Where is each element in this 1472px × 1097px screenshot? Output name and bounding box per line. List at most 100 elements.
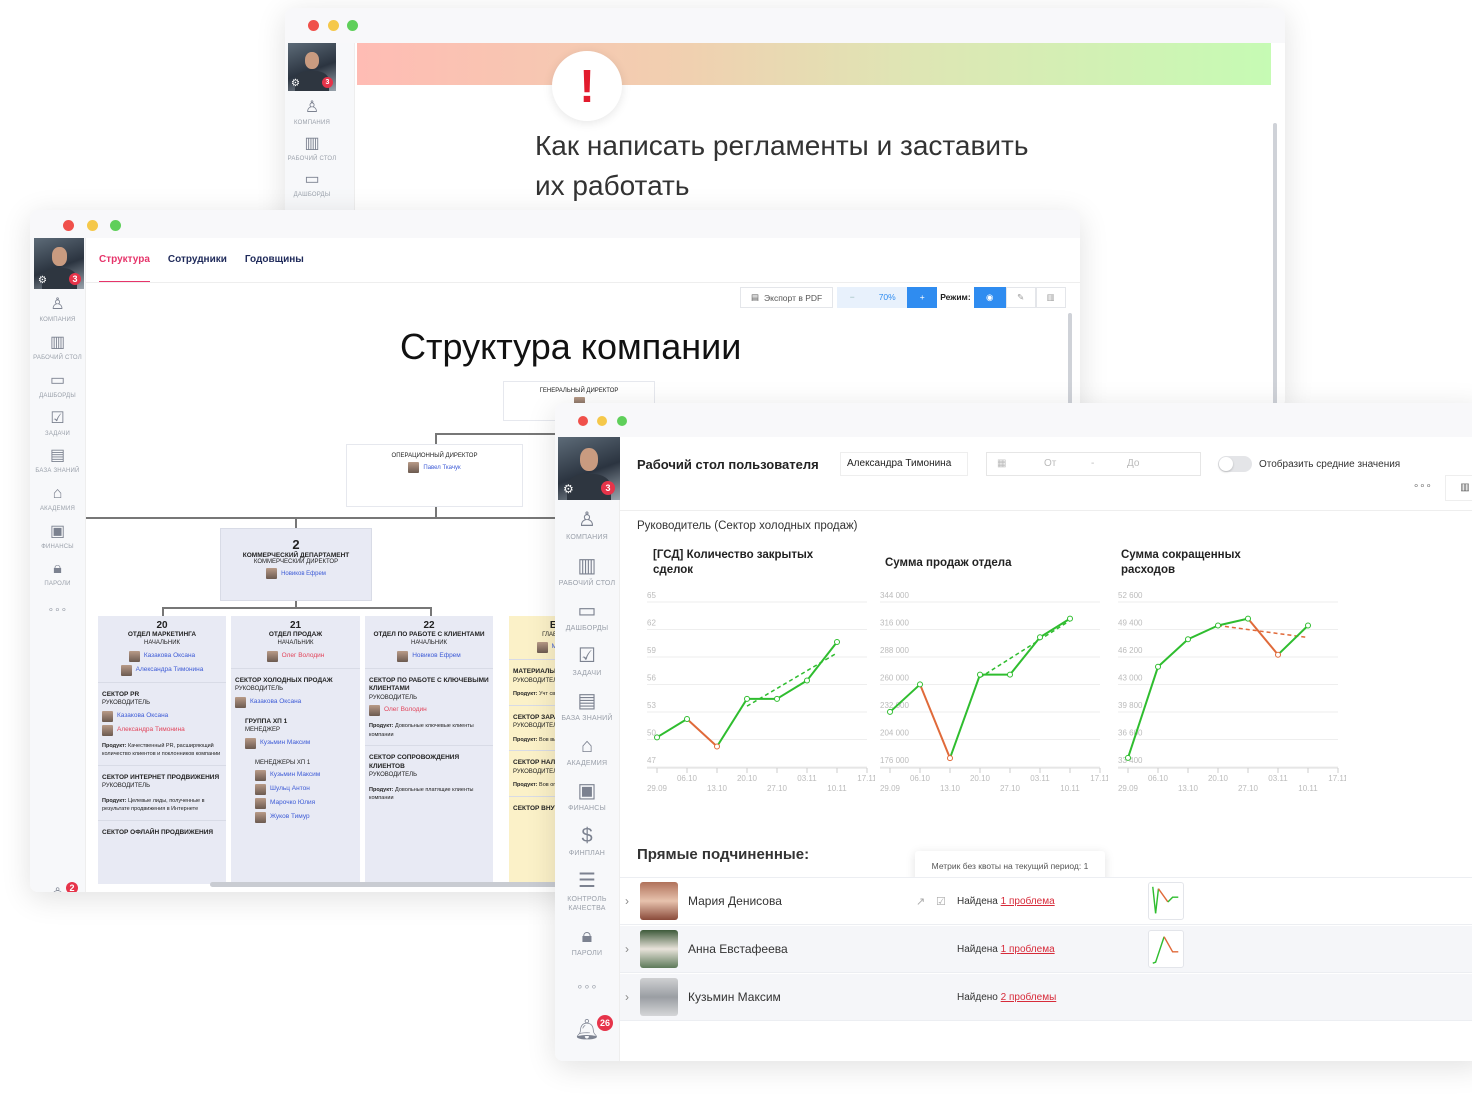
chart-view-button[interactable]: ▥ xyxy=(1445,475,1472,501)
sidebar-item-academy[interactable]: ⌂ АКАДЕМИЯ xyxy=(30,485,85,512)
x-tick-label: 27.10 xyxy=(1238,784,1259,793)
x-tick-label: 27.10 xyxy=(767,784,788,793)
sparkline[interactable] xyxy=(1148,882,1184,920)
problem-link[interactable]: 2 проблемы xyxy=(1000,991,1057,1003)
notifications-bell[interactable]: 🔔︎ 26 xyxy=(555,1015,619,1041)
chevron-right-icon[interactable]: › xyxy=(625,894,629,908)
avatar[interactable]: ⚙ 3 xyxy=(558,437,620,500)
export-pdf-button[interactable]: ▤ Экспорт в PDF xyxy=(740,287,834,308)
sidebar-item-finance[interactable]: ▣ ФИНАНСЫ xyxy=(555,780,619,812)
commercial-department-card[interactable]: 2 КОММЕРЧЕСКИЙ ДЕПАРТАМЕНТ КОММЕРЧЕСКИЙ … xyxy=(220,528,372,601)
date-from-input[interactable]: От xyxy=(1044,458,1057,469)
mode-edit-button[interactable]: ✎ xyxy=(1005,287,1036,308)
date-range-picker[interactable]: ▦ От - До xyxy=(986,452,1201,476)
sidebar-item-dashboards[interactable]: ▭ ДАШБОРДЫ xyxy=(30,372,85,399)
problem-link[interactable]: 1 проблема xyxy=(1000,895,1055,907)
data-point xyxy=(1007,671,1013,678)
maximize-window-button[interactable] xyxy=(110,220,121,231)
x-tick-label: 20.10 xyxy=(1208,774,1229,783)
subordinates-list: › Мария Денисова ↗ ☑ Найдена 1 проблема … xyxy=(620,877,1472,1023)
sidebar-item-company[interactable]: ♙ КОМПАНИЯ xyxy=(555,509,619,541)
sidebar-item-desktop[interactable]: ▥ РАБОЧИЙ СТОЛ xyxy=(555,555,619,587)
date-to-input[interactable]: До xyxy=(1127,458,1140,469)
sidebar-item-tasks[interactable]: ☑ ЗАДАЧИ xyxy=(30,410,85,437)
chart-savings: 33 400 36 600 39 800 43 000 46 200 49 400 52 6… xyxy=(1118,591,1346,793)
minimize-window-button[interactable] xyxy=(328,20,339,31)
file-icon: ▤ xyxy=(751,292,760,302)
subordinates-title: Прямые подчиненные: xyxy=(637,846,810,863)
sidebar-item-dashboards[interactable]: ▭ ДАШБОРДЫ xyxy=(285,171,339,198)
x-tick-label: 27.10 xyxy=(1000,784,1021,793)
gear-icon[interactable]: ⚙ xyxy=(291,78,300,89)
mode-stats-button[interactable]: ▥ xyxy=(1035,287,1066,308)
sidebar-item-quality[interactable]: ☰ КОНТРОЛЬ КАЧЕСТВА xyxy=(555,870,619,913)
x-tick-label: 17.11 xyxy=(1090,774,1108,783)
problem-link[interactable]: 1 проблема xyxy=(1000,943,1055,955)
tab-structure[interactable]: Структура xyxy=(99,254,150,283)
sidebar-item-company[interactable]: ♙ КОМПАНИЯ xyxy=(30,296,85,323)
minimize-window-button[interactable] xyxy=(87,220,98,231)
sidebar-more[interactable]: ∘∘∘ xyxy=(30,602,85,616)
average-toggle[interactable] xyxy=(1218,456,1252,472)
more-options-button[interactable]: ∘∘∘ xyxy=(1413,481,1432,492)
sidebar-item-passwords[interactable]: 🔒︎ ПАРОЛИ xyxy=(555,925,619,957)
sidebar-item-dashboards[interactable]: ▭ ДАШБОРДЫ xyxy=(555,600,619,632)
company-icon: ♙ xyxy=(578,509,596,531)
maximize-window-button[interactable] xyxy=(347,20,358,31)
x-tick-label: 13.10 xyxy=(1178,784,1199,793)
checkbox-icon[interactable]: ☑ xyxy=(936,895,946,908)
gear-icon[interactable]: ⚙ xyxy=(563,482,574,496)
sidebar-item-finplan[interactable]: $ ФИНПЛАН xyxy=(555,825,619,857)
user-select[interactable]: Александра Тимонина xyxy=(840,452,968,476)
data-point xyxy=(1067,615,1073,622)
avatar[interactable]: ⚙ 3 xyxy=(34,238,84,289)
data-point xyxy=(1305,622,1311,629)
data-point xyxy=(774,695,780,702)
line-segment xyxy=(716,698,748,748)
sidebar-item-knowledge[interactable]: ▤ БАЗА ЗНАНИЙ xyxy=(30,447,85,474)
dept-card-clients[interactable]: 22 ОТДЕЛ ПО РАБОТЕ С КЛИЕНТАМИ НАЧАЛЬНИК Н… xyxy=(365,616,493,884)
desktop-window: ⚙ 3 ♙ КОМПАНИЯ ▥ РАБОЧИЙ СТОЛ ▭ ДАШБОРДЫ ☑ З… xyxy=(555,403,1472,1061)
sidebar-item-academy[interactable]: ⌂ АКАДЕМИЯ xyxy=(555,735,619,767)
subordinate-row[interactable]: › Кузьмин Максим Найдено 2 проблемы xyxy=(620,974,1472,1021)
maximize-window-button[interactable] xyxy=(617,416,627,426)
avatar[interactable]: ⚙ 3 xyxy=(288,43,336,91)
subordinate-row[interactable]: › Мария Денисова ↗ ☑ Найдена 1 проблема xyxy=(620,878,1472,925)
knowledge-icon: ▤ xyxy=(577,690,597,712)
sparkline[interactable] xyxy=(1148,930,1184,968)
chevron-right-icon[interactable]: › xyxy=(625,942,629,956)
y-tick-label: 204 000 xyxy=(880,729,909,738)
gear-icon[interactable]: ⚙ xyxy=(38,275,47,286)
dept-card-marketing[interactable]: 20 ОТДЕЛ МАРКЕТИНГА НАЧАЛЬНИК Казакова Окс… xyxy=(98,616,226,884)
zoom-in-button[interactable]: + xyxy=(907,287,938,308)
person-photo xyxy=(266,568,278,579)
y-tick-label: 344 000 xyxy=(880,591,909,600)
tab-employees[interactable]: Сотрудники xyxy=(167,254,227,265)
sidebar-more[interactable]: ∘∘∘ xyxy=(555,977,619,993)
line-segment xyxy=(776,679,808,700)
sidebar-item-passwords[interactable]: 🔒︎ ПАРОЛИ xyxy=(30,560,85,587)
sidebar-item-desktop[interactable]: ▥ РАБОЧИЙ СТОЛ xyxy=(285,135,339,162)
notifications-bell[interactable]: 🔔︎ 2 xyxy=(30,882,85,892)
close-window-button[interactable] xyxy=(578,416,588,426)
line-segment xyxy=(1247,617,1279,656)
zoom-out-button[interactable]: − xyxy=(837,287,868,308)
sidebar-item-company[interactable]: ♙ КОМПАНИЯ xyxy=(285,99,339,126)
subordinate-row[interactable]: › Анна Евстафеева Найдена 1 проблема xyxy=(620,926,1472,973)
sidebar-item-desktop[interactable]: ▥ РАБОЧИЙ СТОЛ xyxy=(30,334,85,361)
mode-view-button[interactable]: ◉ xyxy=(973,287,1006,308)
scrollbar-vertical[interactable] xyxy=(1068,313,1072,413)
open-link-icon[interactable]: ↗ xyxy=(916,895,926,908)
close-window-button[interactable] xyxy=(308,20,319,31)
minimize-window-button[interactable] xyxy=(597,416,607,426)
scrollbar[interactable] xyxy=(1273,123,1277,408)
operations-director-card[interactable]: ОПЕРАЦИОННЫЙ ДИРЕКТОР Павел Ткачук xyxy=(346,444,523,507)
close-window-button[interactable] xyxy=(63,220,74,231)
tab-anniversaries[interactable]: Годовщины xyxy=(244,254,304,265)
sidebar-item-knowledge[interactable]: ▤ БАЗА ЗНАНИЙ xyxy=(555,690,619,722)
sidebar-item-tasks[interactable]: ☑ ЗАДАЧИ xyxy=(555,645,619,677)
sidebar-item-finance[interactable]: ▣ ФИНАНСЫ xyxy=(30,523,85,550)
chevron-right-icon[interactable]: › xyxy=(625,990,629,1004)
dept-card-sales[interactable]: 21 ОТДЕЛ ПРОДАЖ НАЧАЛЬНИК Олег Володин СЕК… xyxy=(231,616,360,884)
y-tick-label: 59 xyxy=(647,646,656,655)
